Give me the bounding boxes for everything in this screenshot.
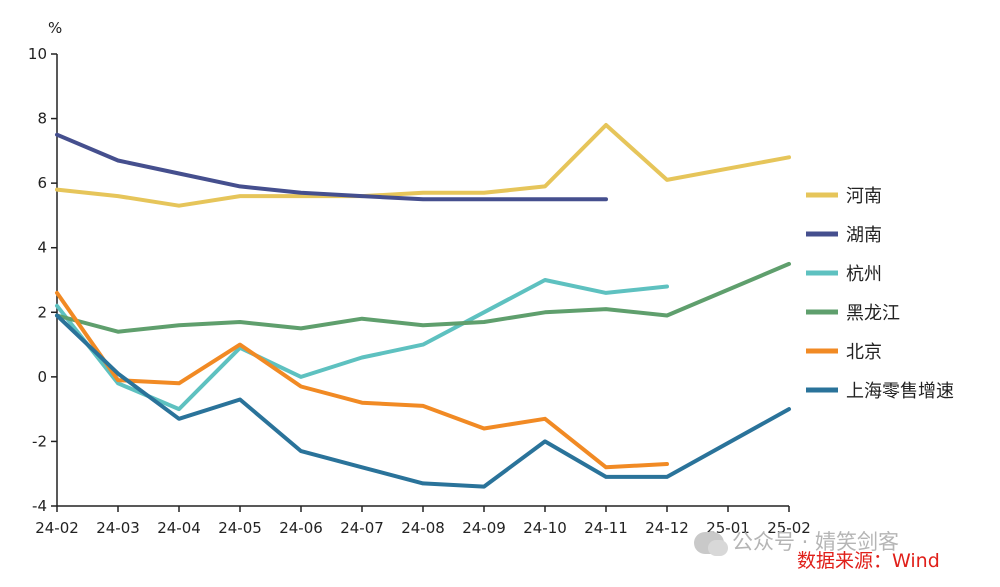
x-tick-label: 24-04 [157,519,201,537]
y-tick-label: -2 [32,432,47,450]
wechat-icon [694,532,728,556]
source-note: 数据来源：Wind [797,550,940,572]
y-tick-label: 6 [37,174,47,192]
watermark: 公众号 · 婧笑剑客 [694,526,899,556]
series-line-3 [55,261,791,334]
series-lines [55,123,791,489]
series-line-2 [55,278,669,412]
x-tick-label: 24-09 [462,519,506,537]
x-tick-label: 24-03 [96,519,140,537]
y-axis-ticks: -4 -2 0 2 4 6 8 10 [28,45,57,515]
x-tick-label: 24-10 [523,519,567,537]
y-tick-label: 10 [28,45,47,63]
y-tick-label: 0 [37,368,47,386]
y-axis-unit-label: % [48,19,62,37]
x-tick-label: 24-06 [279,519,323,537]
series-line-5 [55,313,791,489]
x-tick-label: 24-08 [401,519,445,537]
series-line-0 [55,123,791,208]
legend-label: 杭州 [846,264,882,285]
legend-label: 北京 [846,342,882,363]
x-tick-label: 24-07 [340,519,384,537]
x-axis-ticks: 24-02 24-03 24-04 24-05 24-06 24-07 24-08 24-09… [35,506,811,537]
x-tick-label: 24-02 [35,519,79,537]
x-tick-label: 24-12 [645,519,689,537]
y-tick-label: 2 [37,303,47,321]
series-line-1 [55,132,608,202]
y-tick-label: 4 [37,239,47,257]
legend-label: 河南 [846,186,882,207]
watermark-text: 公众号 · 婧笑剑客 [732,530,900,554]
legend-label: 黑龙江 [846,303,900,324]
y-tick-label: -4 [32,497,47,515]
x-tick-label: 24-05 [218,519,262,537]
legend-label: 上海零售增速 [846,381,954,402]
series-line-4 [55,290,669,470]
x-tick-label: 24-11 [584,519,628,537]
legend-label: 湖南 [846,225,882,246]
y-tick-label: 8 [37,110,47,128]
x-tick-label: 25-02 [767,519,811,537]
